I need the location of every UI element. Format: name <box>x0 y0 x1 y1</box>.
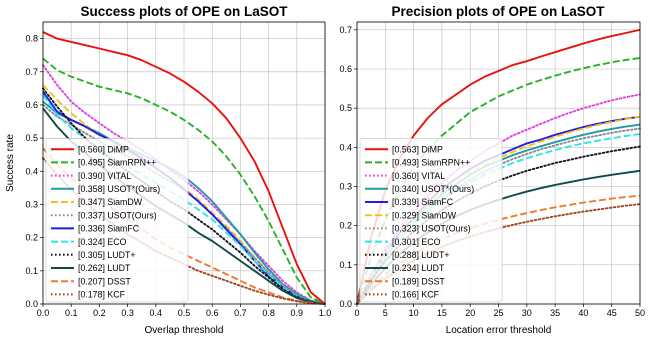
x-tick-label: 15 <box>437 308 447 318</box>
legend-label-0: [0.563] DiMP <box>392 144 443 154</box>
legend-label-3: [0.358] USOT*(Ours) <box>78 184 160 194</box>
x-tick-label: 35 <box>550 308 560 318</box>
x-tick-label: 0.0 <box>37 308 50 318</box>
legend-label-11: [0.178] KCF <box>78 290 126 300</box>
x-tick-label: 0.4 <box>150 308 163 318</box>
series-line-1 <box>42 57 326 305</box>
y-tick-label: 0.5 <box>339 103 352 113</box>
y-tick-label: 0.6 <box>339 64 352 74</box>
x-tick-label: 25 <box>493 308 503 318</box>
chart-title: Success plots of OPE on LaSOT <box>80 4 288 19</box>
y-tick-label: 0.3 <box>339 182 352 192</box>
x-tick-label: 45 <box>607 308 617 318</box>
x-tick-label: 30 <box>522 308 532 318</box>
legend-label-10: [0.189] DSST <box>392 276 445 286</box>
x-tick-label: 0.7 <box>234 308 247 318</box>
legend-label-1: [0.493] SiamRPN++ <box>392 158 470 168</box>
y-tick-label: 0.5 <box>25 133 38 143</box>
legend-label-6: [0.323] USOT(Ours) <box>392 224 471 234</box>
x-tick-label: 0.3 <box>121 308 134 318</box>
y-axis-label: Success rate <box>5 134 16 192</box>
chart-title: Precision plots of OPE on LaSOT <box>391 4 605 19</box>
legend-box <box>45 138 189 303</box>
x-tick-label: 0 <box>354 308 359 318</box>
x-axis-label: Overlap threshold <box>145 325 224 336</box>
legend-label-3: [0.340] USOT*(Ours) <box>392 184 474 194</box>
legend-box <box>359 138 503 303</box>
legend-label-0: [0.560] DiMP <box>78 144 129 154</box>
y-tick-label: 0.0 <box>339 299 352 309</box>
series-line-0 <box>42 31 326 305</box>
success-plot-panel: Success plots of OPE on LaSOT 0.0 0.1 0.2 0.… <box>5 4 331 336</box>
legend-label-4: [0.347] SiamDW <box>78 197 143 207</box>
x-tick-label: 20 <box>465 308 475 318</box>
legend-label-5: [0.337] USOT(Ours) <box>78 210 157 220</box>
x-tick-label: 0.9 <box>291 308 304 318</box>
legend-label-11: [0.166] KCF <box>392 290 440 300</box>
legend-label-7: [0.324] ECO <box>78 237 127 247</box>
y-tick-label: 0.4 <box>339 142 352 152</box>
x-tick-label: 0.2 <box>93 308 106 318</box>
legend-label-9: [0.234] LUDT <box>392 263 445 273</box>
legend-label-5: [0.329] SiamDW <box>392 210 457 220</box>
x-tick-label: 5 <box>383 308 388 318</box>
y-tick-label: 0.8 <box>25 34 38 44</box>
x-tick-label: 0.1 <box>65 308 78 318</box>
x-tick-label: 0.8 <box>262 308 275 318</box>
y-tick-label: 0.7 <box>339 25 352 35</box>
x-axis-label: Location error threshold <box>446 325 552 336</box>
y-tick-label: 0.7 <box>25 67 38 77</box>
x-tick-label: 0.5 <box>178 308 191 318</box>
x-tick-label: 50 <box>635 308 645 318</box>
x-tick-label: 10 <box>409 308 419 318</box>
legend-label-8: [0.305] LUDT+ <box>78 250 135 260</box>
x-tick-label: 40 <box>578 308 588 318</box>
x-tick-label: 1.0 <box>319 308 332 318</box>
legend-label-9: [0.262] LUDT <box>78 263 131 273</box>
y-tick-label: 0.1 <box>25 266 38 276</box>
legend-label-4: [0.339] SiamFC <box>392 197 454 207</box>
legend-label-10: [0.207] DSST <box>78 276 131 286</box>
y-tick-label: 0.0 <box>25 299 38 309</box>
legend-label-2: [0.360] VITAL <box>392 171 445 181</box>
y-tick-label: 0.4 <box>25 166 38 176</box>
legend-label-6: [0.336] SiamFC <box>78 224 140 234</box>
y-tick-label: 0.2 <box>339 221 352 231</box>
y-tick-label: 0.2 <box>25 233 38 243</box>
y-tick-label: 0.6 <box>25 100 38 110</box>
legend-label-8: [0.288] LUDT+ <box>392 250 449 260</box>
precision-plot-panel: Precision plots of OPE on LaSOT 0 5 10 15 20 2… <box>339 4 645 336</box>
y-tick-label: 0.3 <box>25 199 38 209</box>
legend-label-2: [0.390] VITAL <box>78 171 131 181</box>
legend-label-1: [0.495] SiamRPN++ <box>78 158 156 168</box>
legend-label-7: [0.301] ECO <box>392 237 441 247</box>
x-tick-label: 0.6 <box>206 308 219 318</box>
y-tick-label: 0.1 <box>339 260 352 270</box>
